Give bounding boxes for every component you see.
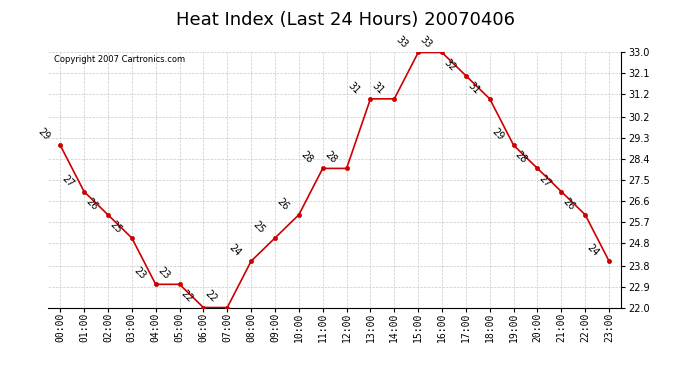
Text: Copyright 2007 Cartronics.com: Copyright 2007 Cartronics.com — [54, 55, 185, 64]
Text: 27: 27 — [537, 173, 553, 189]
Text: 26: 26 — [561, 196, 577, 212]
Text: 26: 26 — [83, 196, 99, 212]
Text: 23: 23 — [132, 266, 148, 282]
Text: 32: 32 — [442, 57, 457, 73]
Text: 28: 28 — [513, 150, 529, 166]
Text: 28: 28 — [299, 150, 315, 166]
Text: 22: 22 — [203, 289, 219, 305]
Text: 24: 24 — [227, 243, 243, 258]
Text: 31: 31 — [371, 80, 386, 96]
Text: 31: 31 — [466, 80, 482, 96]
Text: 25: 25 — [250, 219, 266, 235]
Text: 25: 25 — [108, 219, 124, 235]
Text: 26: 26 — [275, 196, 290, 212]
Text: 29: 29 — [489, 127, 505, 142]
Text: 23: 23 — [155, 266, 171, 282]
Text: 27: 27 — [60, 173, 76, 189]
Text: 22: 22 — [179, 289, 195, 305]
Text: Heat Index (Last 24 Hours) 20070406: Heat Index (Last 24 Hours) 20070406 — [175, 11, 515, 29]
Text: 28: 28 — [322, 150, 338, 166]
Text: 33: 33 — [394, 34, 410, 50]
Text: 24: 24 — [585, 243, 601, 258]
Text: 29: 29 — [36, 127, 52, 142]
Text: 31: 31 — [346, 80, 362, 96]
Text: 33: 33 — [418, 34, 434, 50]
